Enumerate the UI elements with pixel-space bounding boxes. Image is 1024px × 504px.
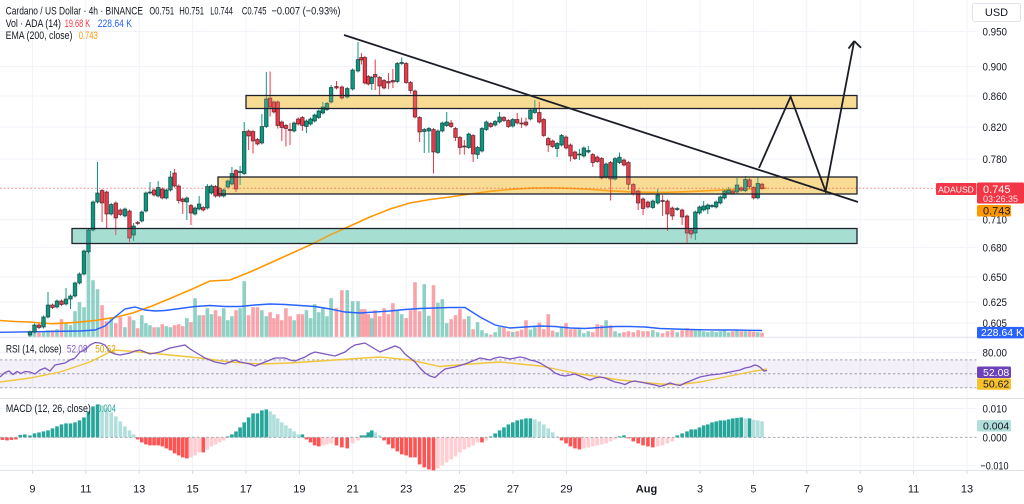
svg-text:03:26:35: 03:26:35 [983,194,1018,204]
svg-text:52.08: 52.08 [983,367,1009,379]
svg-text:USD: USD [985,7,1008,19]
svg-text:11: 11 [908,484,919,496]
svg-text:0.625: 0.625 [983,297,1008,309]
svg-text:0.743: 0.743 [983,205,1011,217]
svg-text:0.004: 0.004 [983,420,1009,432]
svg-text:0.650: 0.650 [983,272,1008,284]
svg-text:−0.007 (−0.93%): −0.007 (−0.93%) [272,6,341,18]
svg-text:23: 23 [400,484,412,496]
svg-text:3: 3 [697,484,703,496]
svg-text:228.64 K: 228.64 K [98,18,133,30]
svg-text:Aug: Aug [636,484,657,496]
svg-text:0.710: 0.710 [983,215,1008,227]
svg-text:0.950: 0.950 [983,26,1008,38]
svg-text:0.780: 0.780 [983,154,1008,166]
svg-text:0.745: 0.745 [983,184,1011,196]
svg-text:0.743: 0.743 [79,30,98,42]
svg-text:0.000: 0.000 [983,432,1008,444]
svg-text:5: 5 [750,484,756,496]
svg-text:9: 9 [29,484,35,496]
svg-text:29: 29 [560,484,572,496]
svg-text:52.08: 52.08 [67,344,88,356]
svg-text:C0.745: C0.745 [242,6,267,18]
svg-text:0.004: 0.004 [97,403,116,415]
svg-text:L0.744: L0.744 [210,6,233,18]
svg-text:50.62: 50.62 [95,344,116,356]
svg-text:ADAUSD: ADAUSD [938,185,974,195]
svg-text:27: 27 [507,484,519,496]
svg-text:13: 13 [133,484,145,496]
svg-text:RSI (14, close): RSI (14, close) [6,344,62,356]
svg-text:Vol · ADA (14): Vol · ADA (14) [6,18,61,30]
svg-text:17: 17 [240,484,252,496]
svg-text:MACD (12, 26, close): MACD (12, 26, close) [6,403,91,415]
svg-text:50.62: 50.62 [983,379,1009,391]
svg-text:0.900: 0.900 [983,62,1008,74]
svg-text:15: 15 [186,484,198,496]
svg-text:21: 21 [347,484,359,496]
svg-text:0.010: 0.010 [983,404,1008,416]
svg-text:0.820: 0.820 [983,122,1008,134]
svg-text:9: 9 [857,484,863,496]
svg-text:Cardano / US Dollar · 4h · BIN: Cardano / US Dollar · 4h · BINANCE [6,6,143,18]
svg-text:228.64 K: 228.64 K [981,327,1023,339]
svg-text:19.68 K: 19.68 K [65,18,91,30]
svg-text:80.00: 80.00 [983,347,1008,359]
svg-text:7: 7 [804,484,810,496]
svg-text:H0.751: H0.751 [179,6,204,18]
svg-text:0.680: 0.680 [983,242,1008,254]
svg-text:25: 25 [453,484,465,496]
svg-text:EMA (200, close): EMA (200, close) [6,30,73,42]
svg-text:O0.751: O0.751 [149,6,174,18]
svg-text:13: 13 [961,484,973,496]
svg-text:−0.010: −0.010 [981,461,1009,473]
svg-text:0.860: 0.860 [983,91,1008,103]
svg-text:11: 11 [80,484,91,496]
svg-text:19: 19 [293,484,305,496]
